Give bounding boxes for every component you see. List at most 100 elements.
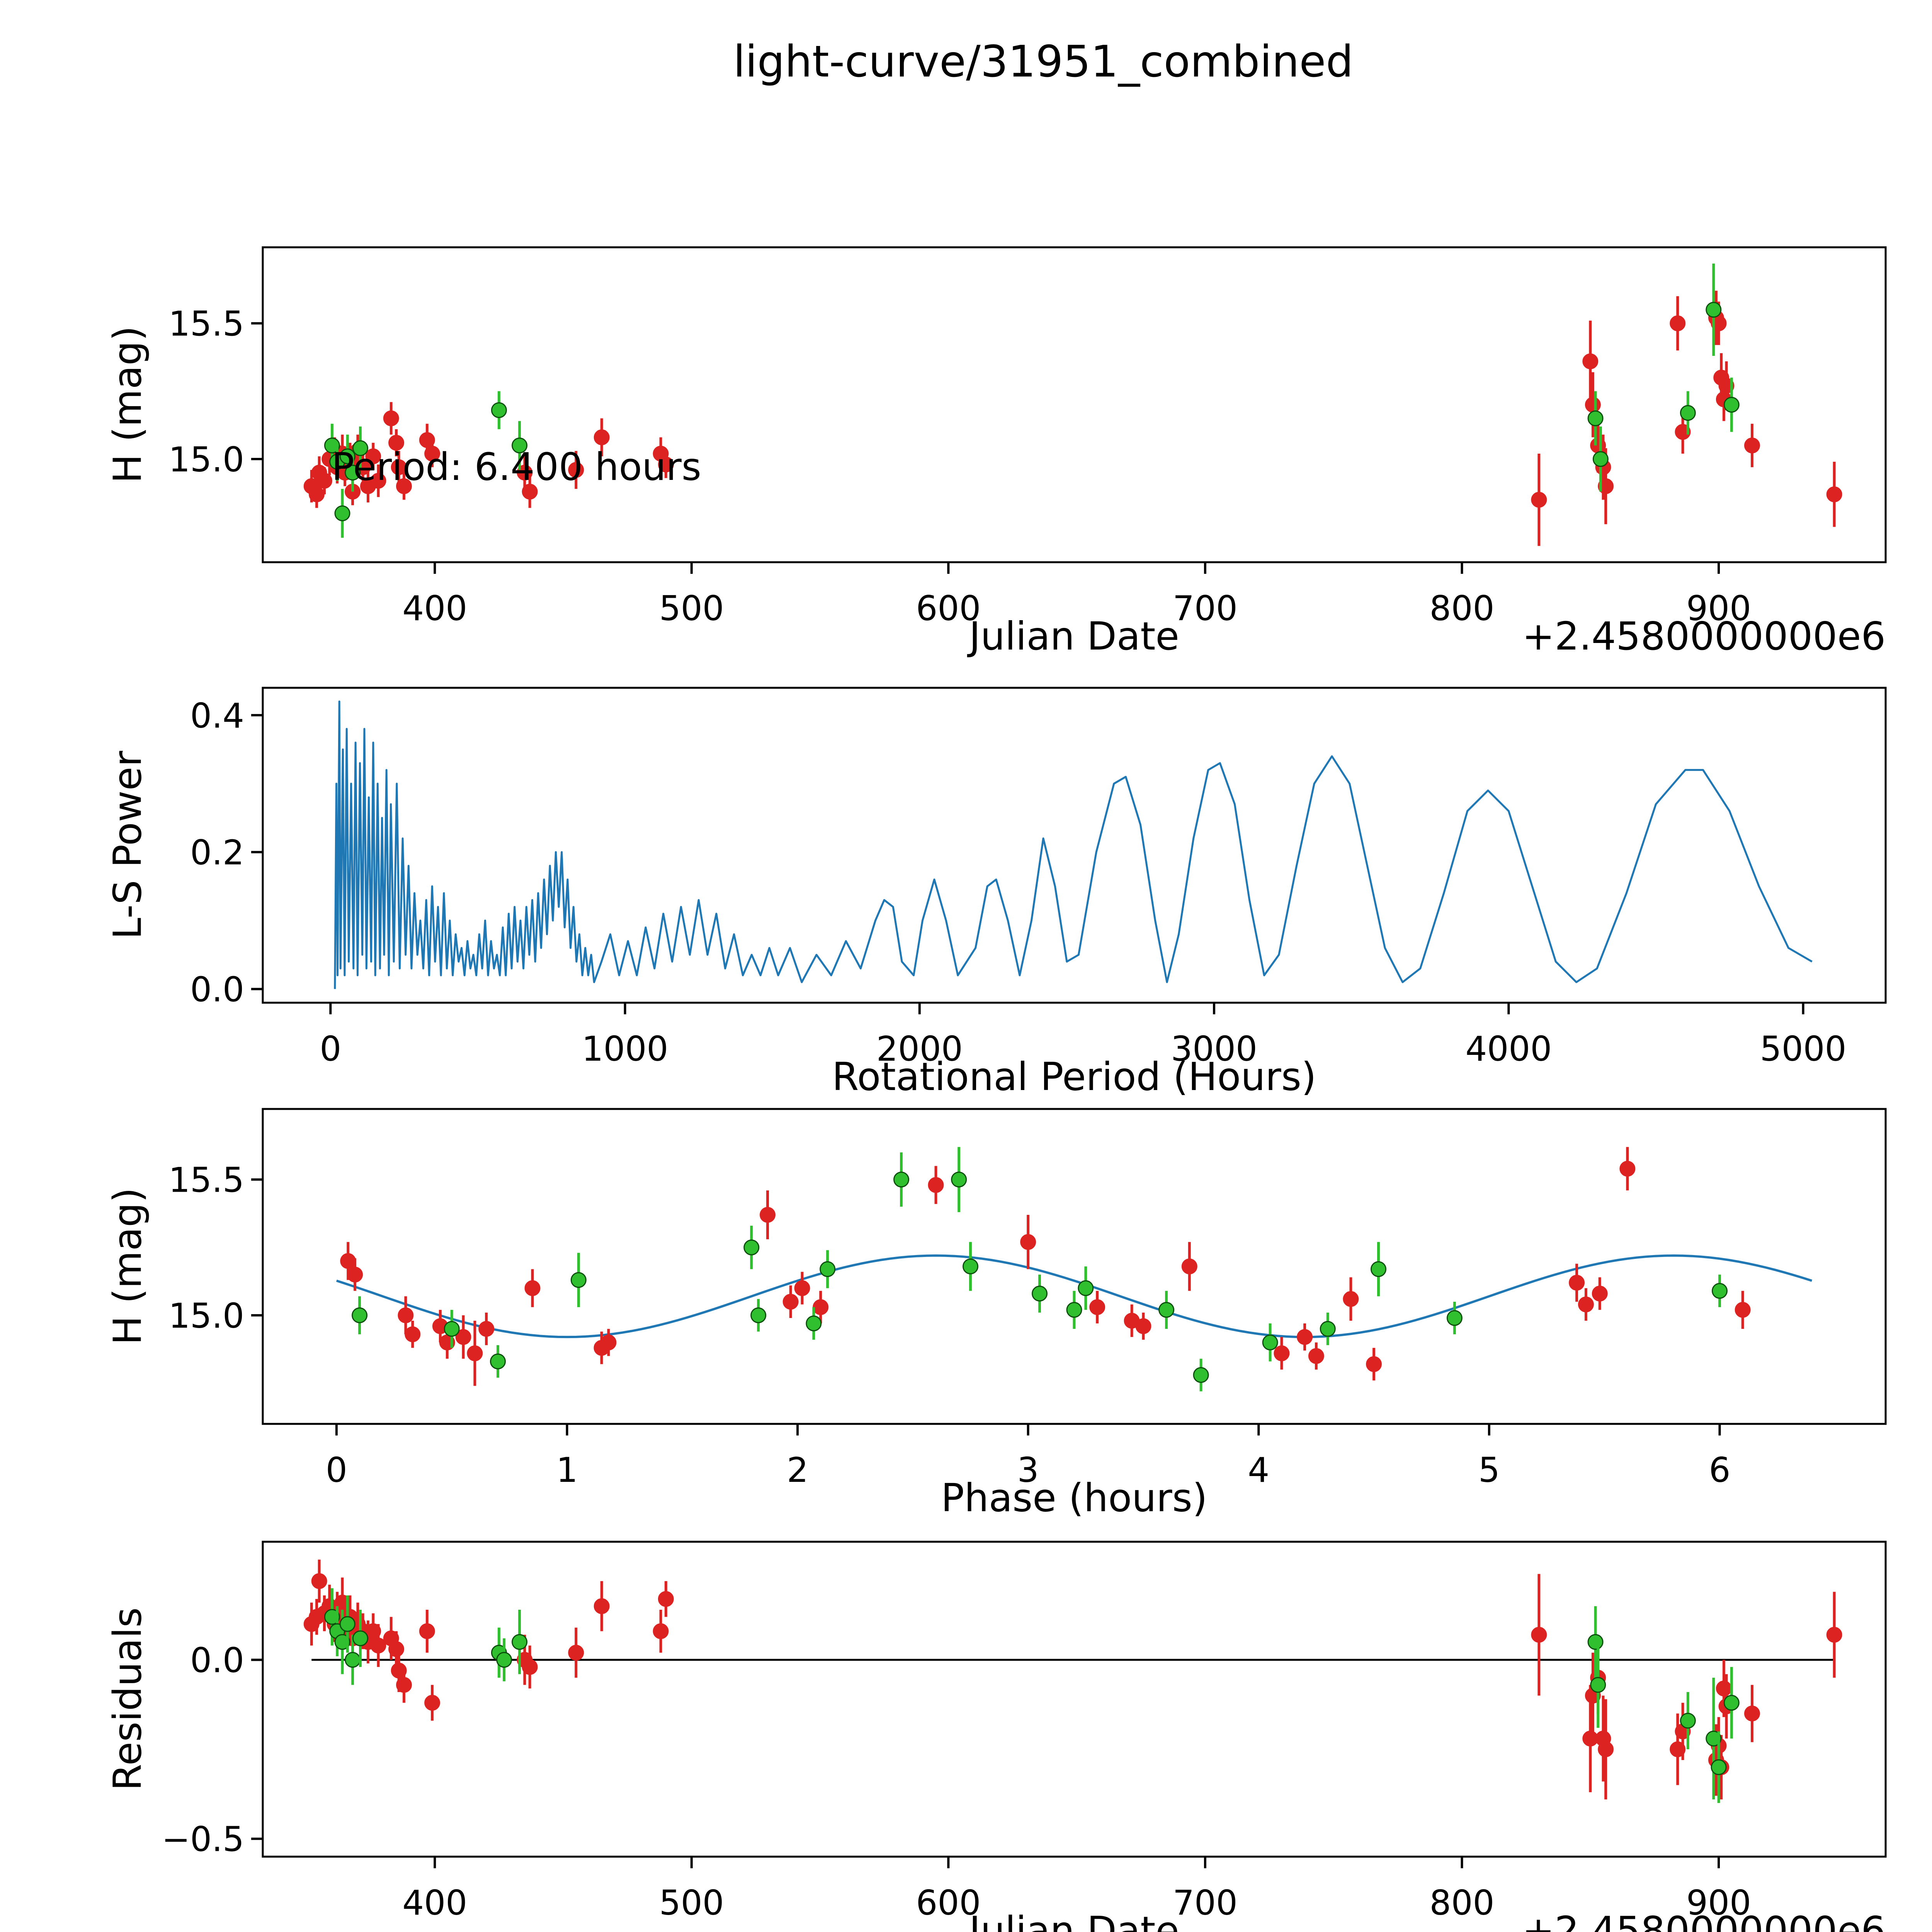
x-tick-label: 600 — [916, 1883, 981, 1923]
x-tick-label: 2000 — [876, 1029, 963, 1069]
x-tick-label: 5000 — [1760, 1029, 1847, 1069]
green-point — [512, 1634, 528, 1650]
green-point — [1078, 1280, 1094, 1296]
plot-frame — [262, 246, 1887, 563]
x-tick-label: 3000 — [1171, 1029, 1257, 1069]
red-point — [1089, 1299, 1105, 1315]
red-point — [347, 1267, 363, 1283]
red-point — [1592, 1286, 1608, 1302]
red-point — [594, 429, 610, 446]
green-point — [444, 1321, 460, 1337]
x-tick-label: 900 — [1686, 1883, 1751, 1923]
red-point — [419, 432, 435, 448]
periodogram-line — [334, 700, 1813, 989]
residuals-plot: 400 500 600 700 800 900 −0.5 0.0 — [162, 1541, 1887, 1923]
green-point — [893, 1172, 910, 1188]
red-point — [928, 1177, 944, 1193]
y-tick-label: 0.4 — [190, 696, 244, 736]
green-point — [1066, 1302, 1082, 1318]
green-point — [1032, 1286, 1048, 1302]
red-point — [1582, 353, 1599, 369]
y-tick-label: 15.0 — [168, 440, 244, 480]
x-tick-label: 6 — [1709, 1450, 1730, 1490]
red-point — [813, 1299, 829, 1315]
red-point — [1598, 1741, 1614, 1757]
sinusoid-fit — [336, 1254, 1812, 1338]
x-tick-label: 5 — [1478, 1450, 1500, 1490]
red-point — [522, 483, 538, 500]
green-point — [334, 505, 350, 522]
red-point — [419, 1623, 435, 1639]
green-point — [1711, 1283, 1728, 1299]
green-point — [743, 1239, 760, 1255]
y-tick-label: 15.5 — [168, 1160, 244, 1200]
red-point — [340, 1253, 356, 1269]
y-tick-label: −0.5 — [162, 1820, 244, 1859]
green-point — [352, 1630, 369, 1646]
red-point — [365, 448, 381, 464]
red-point — [1569, 1275, 1585, 1291]
x-tick-label: 800 — [1429, 1883, 1494, 1923]
green-point — [352, 1307, 368, 1323]
red-point — [1744, 1706, 1760, 1722]
green-point — [750, 1307, 767, 1323]
green-point — [324, 1609, 340, 1625]
red-point — [388, 1641, 405, 1657]
red-point — [1598, 478, 1614, 494]
green-point — [1592, 451, 1609, 467]
green-point — [512, 437, 528, 454]
red-point — [1826, 1627, 1842, 1643]
red-point — [391, 459, 407, 475]
phase-plot: 0 1 2 3 4 5 6 15.0 15.5 — [168, 1108, 1887, 1490]
green-point — [352, 440, 369, 456]
red-point — [1274, 1345, 1290, 1361]
x-tick-label: 1000 — [582, 1029, 668, 1069]
red-point — [1578, 1296, 1594, 1313]
red-point — [398, 1307, 414, 1323]
green-point — [1587, 410, 1604, 427]
red-point — [653, 1623, 669, 1639]
green-point — [345, 464, 361, 481]
green-point — [1371, 1261, 1386, 1277]
green-point — [1587, 1634, 1604, 1650]
x-tick-label: 2 — [787, 1450, 808, 1490]
ylabel-h-mag-phase: H (mag) — [105, 1187, 150, 1345]
red-point — [388, 435, 405, 451]
red-point — [594, 1598, 610, 1614]
red-point — [1531, 1627, 1547, 1643]
x-offset-label-2: +2.4580000000e6 — [1522, 1908, 1886, 1932]
ylabel-h-mag: H (mag) — [105, 326, 150, 483]
green-point — [1706, 302, 1722, 318]
red-point — [1711, 315, 1727, 332]
x-tick-label: 700 — [1173, 588, 1238, 628]
x-tick-label: 800 — [1429, 588, 1494, 628]
x-tick-label: 4000 — [1465, 1029, 1552, 1069]
red-point — [405, 1326, 421, 1342]
x-tick-label: 3 — [1017, 1450, 1039, 1490]
x-tick-label: 600 — [916, 588, 981, 628]
x-tick-label: 4 — [1248, 1450, 1269, 1490]
plot-frame — [262, 1108, 1887, 1425]
ylabel-residuals: Residuals — [105, 1607, 150, 1791]
red-point — [396, 478, 412, 494]
xlabel-phase: Phase (hours) — [941, 1475, 1208, 1520]
plot-frame — [262, 687, 1887, 1004]
red-point — [517, 464, 533, 481]
red-point — [1308, 1348, 1324, 1364]
x-tick-label: 400 — [402, 588, 467, 628]
y-tick-label: 15.5 — [168, 304, 244, 344]
period-annotation: Period: 6.400 hours — [332, 445, 701, 489]
green-point — [1680, 405, 1696, 421]
x-offset-label: +2.4580000000e6 — [1522, 614, 1886, 659]
red-point — [1297, 1329, 1313, 1345]
green-point — [570, 1272, 587, 1288]
x-tick-label: 500 — [659, 588, 724, 628]
red-point — [383, 410, 399, 427]
red-point — [522, 1659, 538, 1675]
red-point — [600, 1334, 617, 1350]
plot-frame — [262, 1541, 1887, 1858]
green-point — [1158, 1302, 1175, 1318]
x-tick-label: 0 — [320, 1029, 341, 1069]
red-point — [1675, 424, 1691, 440]
